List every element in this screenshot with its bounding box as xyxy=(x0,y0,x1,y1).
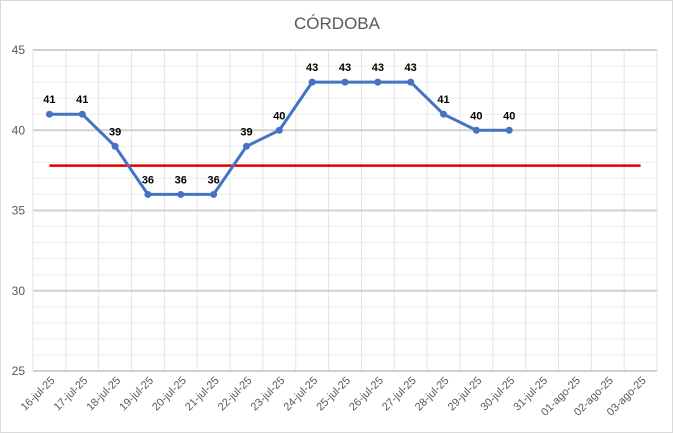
data-point xyxy=(275,126,283,134)
data-point xyxy=(308,78,316,86)
x-tick-label: 20-jul-25 xyxy=(150,375,189,414)
x-axis: 16-jul-2517-jul-2518-jul-2519-jul-2520-j… xyxy=(19,375,649,419)
x-tick-label: 23-jul-25 xyxy=(249,375,288,414)
x-tick-label: 27-jul-25 xyxy=(380,375,419,414)
data-point xyxy=(177,190,185,198)
data-point xyxy=(341,78,349,86)
x-tick-label: 16-jul-25 xyxy=(19,375,58,414)
y-tick-label: 40 xyxy=(12,123,26,137)
y-tick-label: 25 xyxy=(12,364,26,378)
data-label: 40 xyxy=(273,110,285,122)
data-label: 39 xyxy=(109,126,121,138)
chart-title: CÓRDOBA xyxy=(294,14,381,33)
data-point xyxy=(144,190,152,198)
data-labels: 41 41 39 36 36 36 39 40 43 43 43 43 41 40 40 xyxy=(43,62,515,186)
data-point xyxy=(242,142,250,150)
data-label: 41 xyxy=(43,94,55,106)
y-tick-label: 45 xyxy=(12,43,26,57)
data-point xyxy=(505,126,513,134)
data-label: 40 xyxy=(470,110,482,122)
x-tick-label: 26-jul-25 xyxy=(347,375,386,414)
y-axis: 25 30 35 40 45 xyxy=(12,43,26,378)
data-point xyxy=(45,110,53,118)
x-tick-label: 22-jul-25 xyxy=(216,375,255,414)
x-tick-label: 30-jul-25 xyxy=(479,375,518,414)
data-label: 43 xyxy=(339,62,351,74)
data-label: 41 xyxy=(437,94,449,106)
series-group xyxy=(45,78,641,198)
x-tick-label: 29-jul-25 xyxy=(446,375,485,414)
data-label: 43 xyxy=(306,62,318,74)
data-point xyxy=(111,142,119,150)
data-point xyxy=(78,110,86,118)
x-tick-label: 25-jul-25 xyxy=(314,375,353,414)
data-label: 41 xyxy=(76,94,88,106)
data-point xyxy=(407,78,415,86)
data-label: 40 xyxy=(503,110,515,122)
x-tick-label: 17-jul-25 xyxy=(52,375,91,414)
x-tick-label: 19-jul-25 xyxy=(117,375,156,414)
data-point xyxy=(374,78,382,86)
data-label: 36 xyxy=(142,174,154,186)
data-label: 43 xyxy=(405,62,417,74)
data-label: 36 xyxy=(175,174,187,186)
data-point xyxy=(210,190,218,198)
grid xyxy=(32,49,658,372)
x-tick-label: 28-jul-25 xyxy=(413,375,452,414)
data-point xyxy=(472,126,480,134)
y-tick-label: 30 xyxy=(12,284,26,298)
data-label: 43 xyxy=(372,62,384,74)
data-point xyxy=(440,110,448,118)
x-tick-label: 21-jul-25 xyxy=(183,375,222,414)
x-tick-label: 18-jul-25 xyxy=(84,375,123,414)
data-label: 39 xyxy=(240,126,252,138)
x-tick-label: 24-jul-25 xyxy=(282,375,321,414)
y-tick-label: 35 xyxy=(12,204,26,218)
data-label: 36 xyxy=(208,174,220,186)
